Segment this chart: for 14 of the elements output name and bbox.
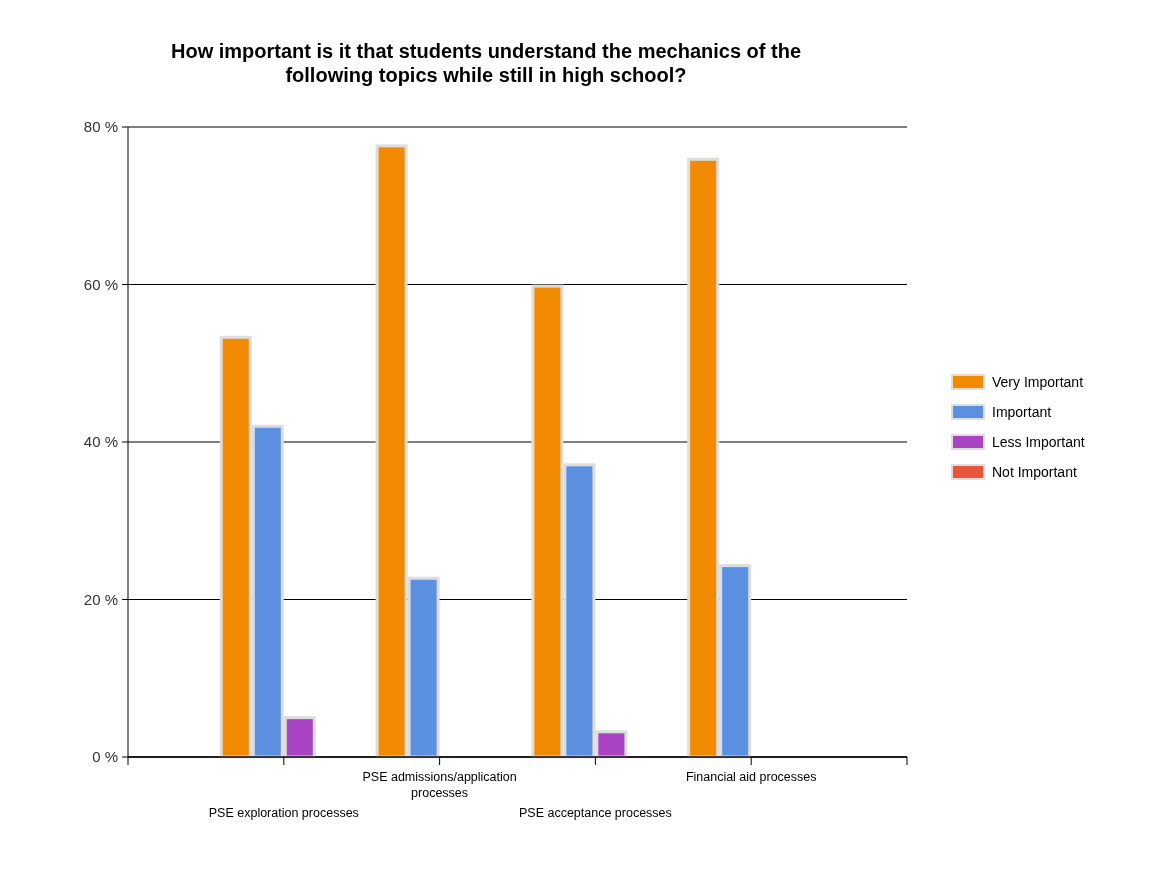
y-tick-label: 20 %: [83, 590, 118, 608]
x-tick-label: Financial aid processes: [685, 770, 817, 784]
x-tick-label: PSE exploration processes: [208, 806, 359, 820]
legend-label: Less Important: [992, 433, 1085, 450]
y-tick-label: 40 %: [83, 433, 118, 451]
y-tick-label: 60 %: [83, 275, 118, 293]
y-tick-label: 0 %: [92, 748, 118, 766]
x-tick-label: PSE acceptance processes: [518, 806, 672, 820]
chart-title: How important is it that students understand the mechanics of the following topics while still in high school?: [170, 40, 802, 86]
legend-label: Not Important: [992, 463, 1077, 480]
legend-label: Important: [992, 403, 1052, 420]
legend-label: Very Important: [992, 373, 1084, 390]
x-tick-label: PSE admissions/application processes: [362, 770, 517, 800]
y-tick-label: 80 %: [83, 118, 118, 136]
